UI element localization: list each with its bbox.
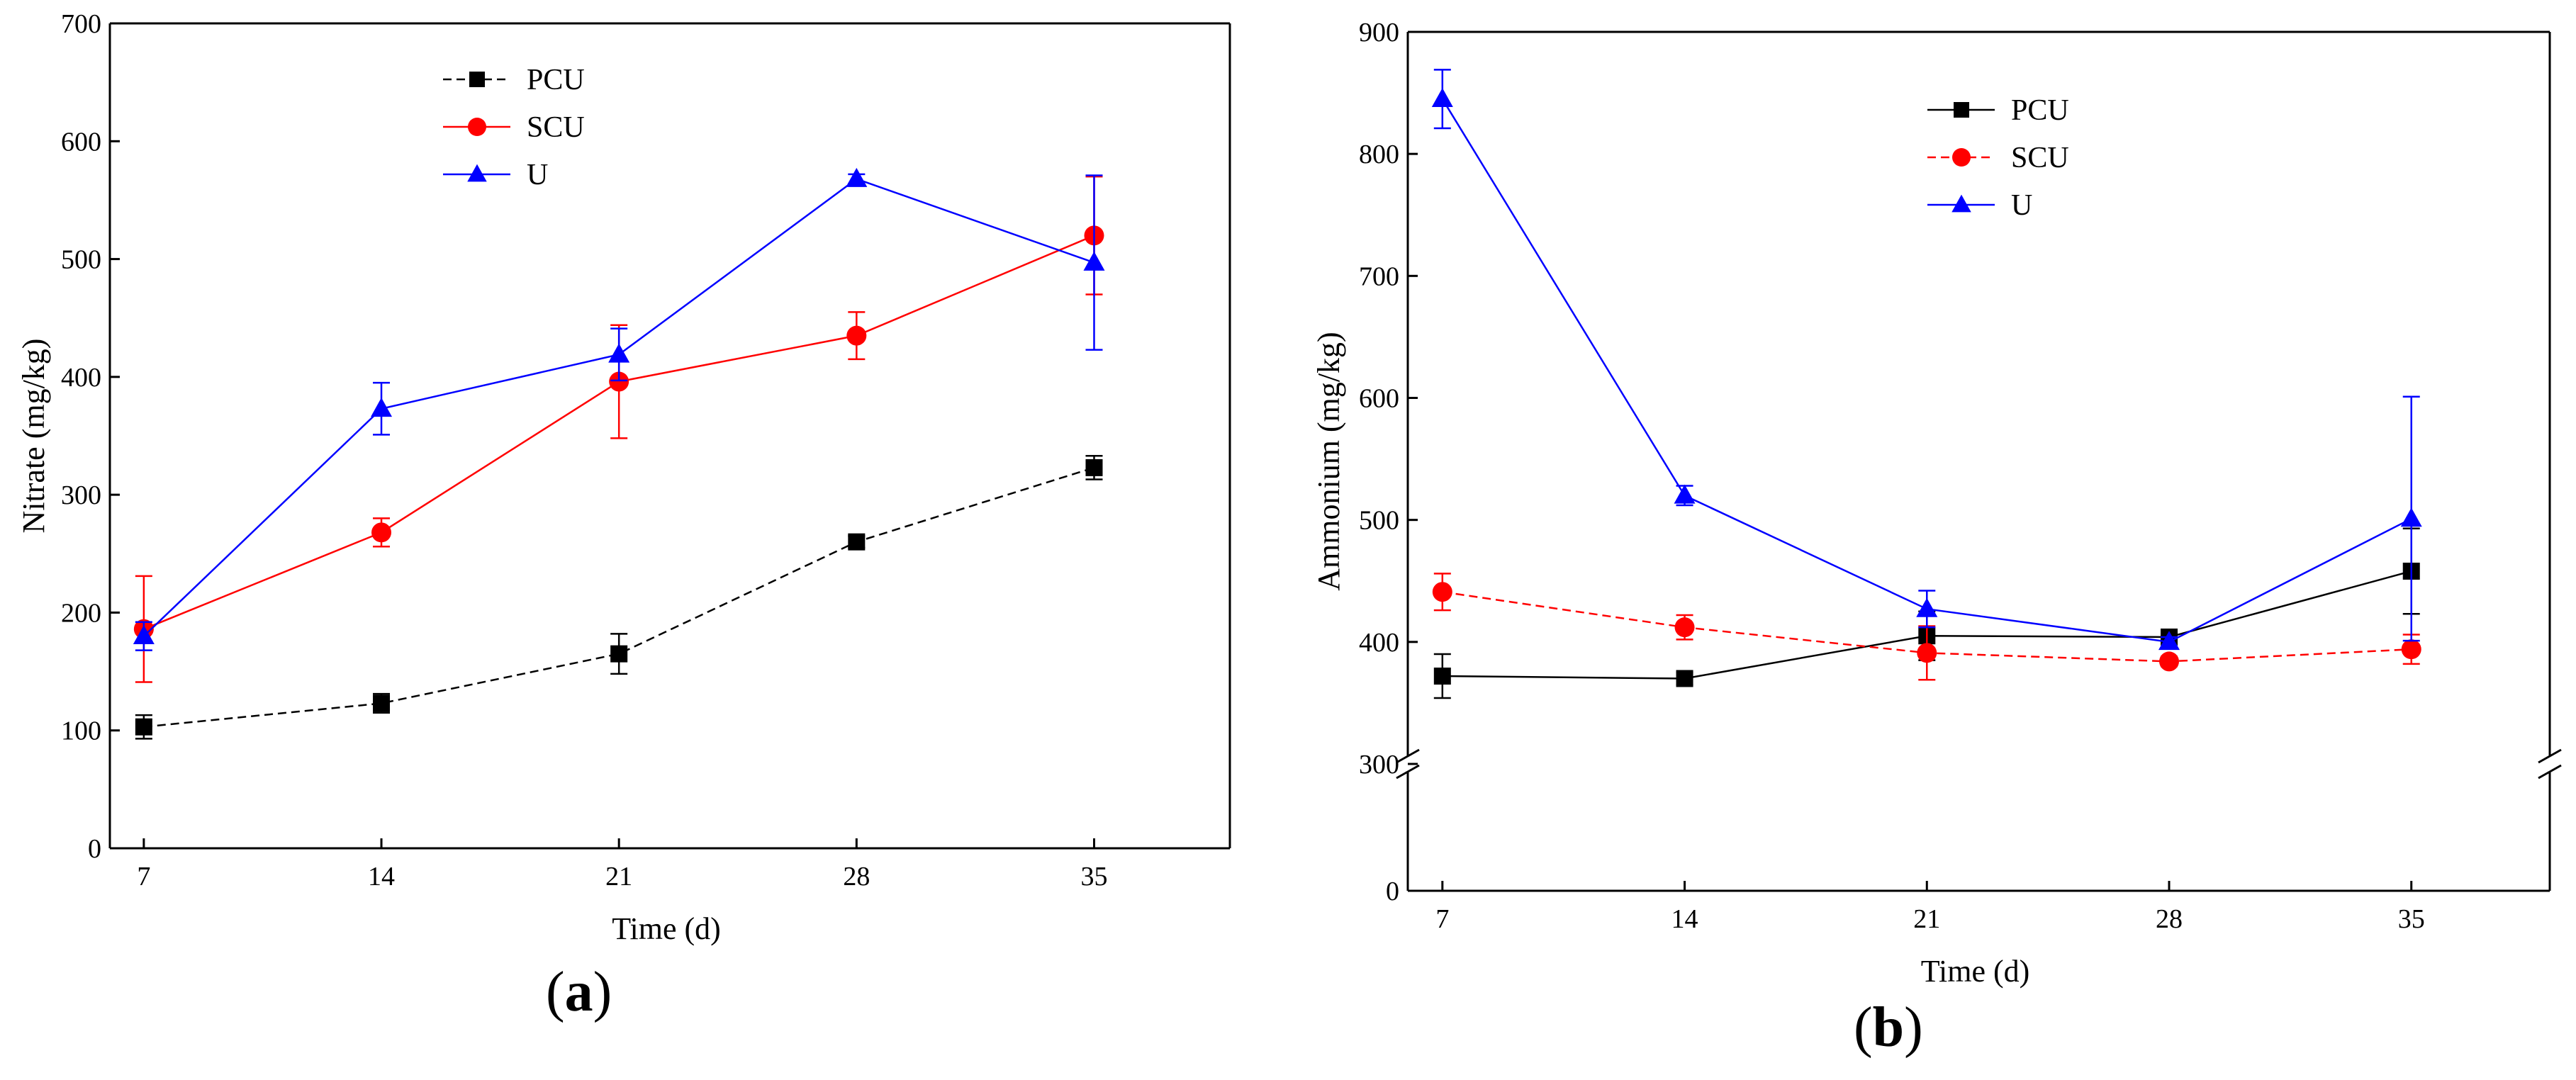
data-point-u bbox=[1916, 597, 1938, 617]
ammonium-chart: 0 300 400 500 600 700 800 900 7 14 21 28 35 Time (d) A… bbox=[1311, 18, 2562, 989]
x-axis-title: Time (d) bbox=[1921, 954, 2030, 989]
data-point-scu bbox=[609, 371, 629, 392]
x-tick-label: 21 bbox=[1913, 904, 1940, 934]
series-u bbox=[133, 167, 1105, 651]
data-point-scu bbox=[2401, 639, 2421, 660]
data-point-u bbox=[2158, 631, 2180, 651]
series-scu bbox=[1432, 573, 2421, 681]
y-axis-title: Ammonium (mg/kg) bbox=[1311, 332, 1346, 590]
panel-label-b: (b) bbox=[1854, 996, 1923, 1059]
y-tick-label: 400 bbox=[61, 363, 101, 393]
y-tick-label: 100 bbox=[61, 716, 101, 746]
axis-break-right-2 bbox=[2538, 764, 2562, 780]
legend-label-u: U bbox=[2011, 189, 2032, 222]
x-tick-label: 28 bbox=[2156, 904, 2183, 934]
x-tick-label: 14 bbox=[1671, 904, 1698, 934]
data-point-u bbox=[1674, 484, 1696, 504]
x-ticks: 7 14 21 28 35 bbox=[137, 838, 1107, 891]
legend-marker-u bbox=[467, 164, 487, 182]
x-tick-label: 35 bbox=[1080, 862, 1107, 891]
y-tick-label: 0 bbox=[88, 834, 101, 864]
data-point-u bbox=[371, 398, 393, 417]
data-point-u bbox=[608, 343, 630, 363]
data-point-scu bbox=[846, 325, 867, 346]
y-axis-title: Nitrate (mg/kg) bbox=[16, 339, 51, 534]
data-point-pcu bbox=[610, 645, 628, 663]
data-point-pcu bbox=[135, 718, 152, 736]
y-tick-label: 900 bbox=[1359, 18, 1399, 47]
chart-panel-a: 0 100 200 300 400 500 600 700 7 14 21 28 35 Time (d) N… bbox=[0, 0, 1276, 1076]
y-tick-label: 0 bbox=[1386, 877, 1399, 906]
axis-break-left-1 bbox=[1396, 748, 1420, 764]
y-tick-label: 200 bbox=[61, 598, 101, 628]
y-tick-label: 700 bbox=[1359, 261, 1399, 291]
axis-break-right-1 bbox=[2538, 748, 2562, 764]
legend-marker-pcu bbox=[469, 72, 485, 87]
data-point-scu bbox=[1917, 643, 1937, 663]
y-tick-label: 700 bbox=[61, 9, 101, 39]
data-point-pcu bbox=[373, 694, 391, 712]
y-tick-label: 500 bbox=[1359, 506, 1399, 536]
x-tick-label: 21 bbox=[605, 862, 632, 891]
x-tick-label: 14 bbox=[368, 862, 395, 891]
legend-marker-scu bbox=[468, 118, 486, 136]
data-point-pcu bbox=[1676, 670, 1693, 687]
data-point-u bbox=[133, 625, 155, 645]
legend: PCU SCU U bbox=[1927, 94, 2069, 222]
y-tick-label: 600 bbox=[1359, 384, 1399, 414]
legend-marker-pcu bbox=[1954, 102, 1969, 118]
x-tick-label: 7 bbox=[137, 862, 150, 891]
legend: PCU SCU U bbox=[443, 64, 585, 191]
plot-frame bbox=[108, 22, 1231, 850]
y-ticks: 0 100 200 300 400 500 600 700 bbox=[61, 9, 120, 864]
panel-label-a: (a) bbox=[546, 961, 612, 1023]
x-ticks: 7 14 21 28 35 bbox=[1435, 881, 2425, 934]
data-point-scu bbox=[1432, 582, 1452, 602]
data-point-scu bbox=[371, 522, 392, 543]
y-tick-label: 800 bbox=[1359, 140, 1399, 169]
nitrate-chart: 0 100 200 300 400 500 600 700 7 14 21 28 35 Time (d) N… bbox=[16, 9, 1231, 946]
series-line-pcu bbox=[143, 466, 1094, 728]
data-point-scu bbox=[1674, 617, 1695, 638]
data-point-pcu bbox=[1085, 459, 1103, 476]
x-tick-label: 28 bbox=[843, 862, 870, 891]
data-point-u bbox=[2400, 507, 2422, 527]
data-point-u bbox=[1431, 88, 1453, 108]
y-tick-label: 600 bbox=[61, 127, 101, 157]
data-point-scu bbox=[2159, 651, 2179, 672]
legend-label-scu: SCU bbox=[527, 111, 585, 144]
axis-break-left-2 bbox=[1396, 764, 1420, 780]
series-line-u bbox=[1441, 99, 2412, 643]
chart-panel-b: 0 300 400 500 600 700 800 900 7 14 21 28 35 Time (d) A… bbox=[1300, 0, 2576, 1076]
y-tick-label: 500 bbox=[61, 245, 101, 275]
y-ticks: 0 300 400 500 600 700 800 900 bbox=[1359, 18, 1418, 906]
series-pcu bbox=[135, 455, 1103, 740]
legend-marker-u bbox=[1951, 194, 1971, 213]
y-tick-label: 400 bbox=[1359, 628, 1399, 658]
y-tick-label: 300 bbox=[61, 480, 101, 510]
x-axis-title: Time (d) bbox=[612, 911, 721, 946]
data-point-pcu bbox=[848, 533, 866, 551]
series-u bbox=[1431, 69, 2422, 651]
data-point-pcu bbox=[1433, 668, 1451, 685]
x-tick-label: 35 bbox=[2398, 904, 2425, 934]
legend-label-pcu: PCU bbox=[2011, 94, 2069, 127]
data-point-u bbox=[846, 167, 868, 187]
legend-label-u: U bbox=[527, 159, 548, 191]
x-tick-label: 7 bbox=[1435, 904, 1449, 934]
legend-marker-scu bbox=[1952, 148, 1971, 167]
legend-label-pcu: PCU bbox=[527, 64, 585, 96]
y-tick-label: 300 bbox=[1359, 750, 1399, 780]
data-point-u bbox=[1083, 251, 1105, 271]
series-scu bbox=[133, 175, 1104, 683]
legend-label-scu: SCU bbox=[2011, 142, 2069, 174]
plot-frame bbox=[1396, 30, 2562, 892]
